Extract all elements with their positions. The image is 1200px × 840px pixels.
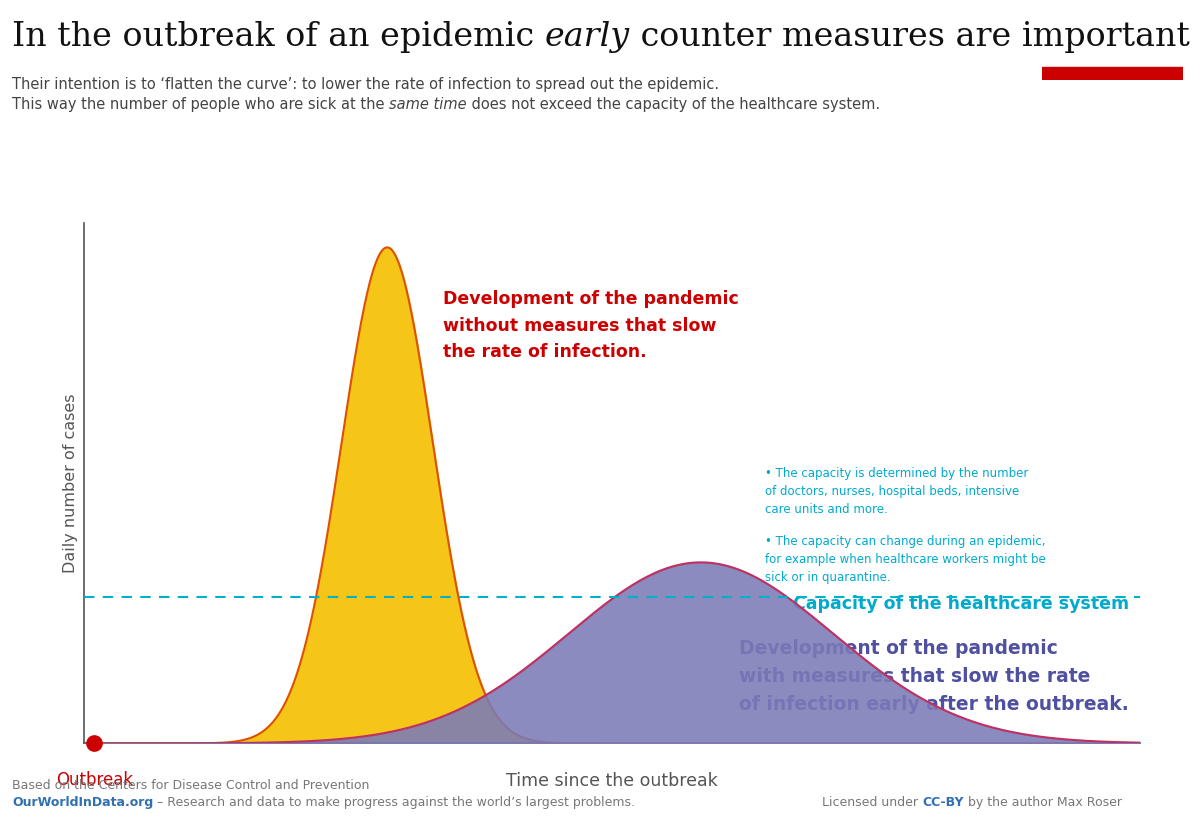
Text: counter measures are important: counter measures are important (630, 21, 1189, 53)
Text: does not exceed the capacity of the healthcare system.: does not exceed the capacity of the heal… (467, 97, 880, 113)
Text: Their intention is to ‘flatten the curve’: to lower the rate of infection to spr: Their intention is to ‘flatten the curve… (12, 77, 719, 92)
Text: – Research and data to make progress against the world’s largest problems.: – Research and data to make progress aga… (154, 796, 635, 809)
Text: Licensed under: Licensed under (822, 796, 922, 809)
Text: same time: same time (389, 97, 467, 113)
Text: OurWorldInData.org: OurWorldInData.org (12, 796, 154, 809)
Text: CC-BY: CC-BY (922, 796, 964, 809)
Text: Outbreak: Outbreak (56, 770, 133, 789)
Text: Development of the pandemic
without measures that slow
the rate of infection.: Development of the pandemic without meas… (443, 291, 739, 361)
Text: Capacity of the healthcare system: Capacity of the healthcare system (793, 595, 1129, 613)
Text: Our World: Our World (1069, 21, 1156, 36)
Y-axis label: Daily number of cases: Daily number of cases (64, 393, 78, 573)
Text: Development of the pandemic
with measures that slow the rate
of infection early : Development of the pandemic with measure… (739, 639, 1128, 714)
Text: In the outbreak of an epidemic: In the outbreak of an epidemic (12, 21, 545, 53)
Text: • The capacity can change during an epidemic,
for example when healthcare worker: • The capacity can change during an epid… (766, 535, 1046, 584)
Text: in Data: in Data (1081, 51, 1144, 66)
Text: Based on the Centers for Disease Control and Prevention: Based on the Centers for Disease Control… (12, 779, 370, 791)
Text: Time since the outbreak: Time since the outbreak (506, 772, 718, 790)
Text: This way the number of people who are sick at the: This way the number of people who are si… (12, 97, 389, 113)
Text: • The capacity is determined by the number
of doctors, nurses, hospital beds, in: • The capacity is determined by the numb… (766, 467, 1028, 517)
Text: early: early (545, 21, 630, 53)
Bar (1042, 67, 1183, 80)
Text: by the author Max Roser: by the author Max Roser (964, 796, 1122, 809)
